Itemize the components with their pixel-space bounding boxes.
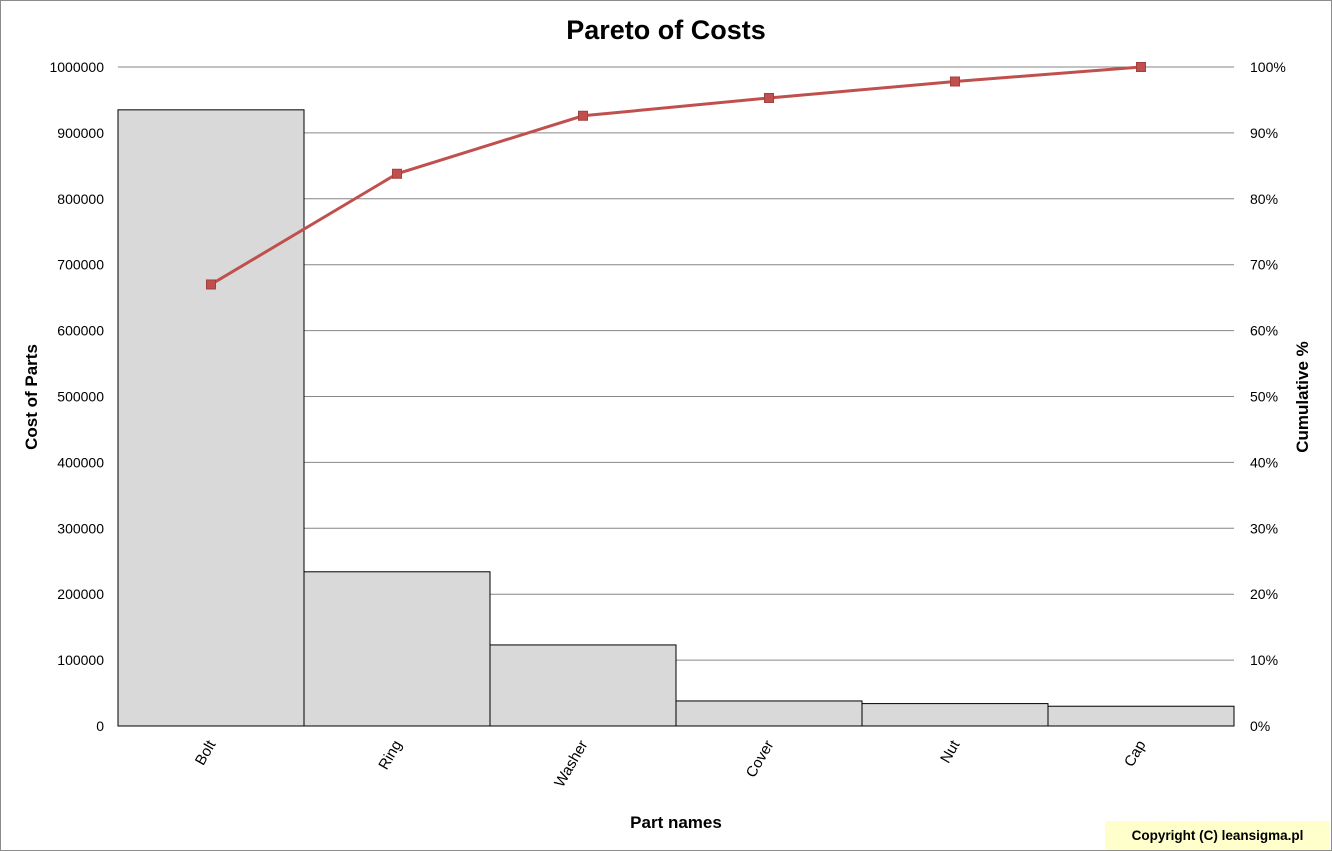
- bar-series: [117, 109, 1235, 727]
- y-tick-label: 700000: [57, 257, 104, 273]
- y-tick-label: 600000: [57, 323, 104, 339]
- bar: [303, 571, 491, 727]
- y2-tick-label: 90%: [1250, 125, 1278, 141]
- cumulative-line: [210, 65, 1142, 286]
- y-tick-label: 1000000: [49, 59, 104, 75]
- cumulative-point: [578, 110, 588, 121]
- x-axis-title: Part names: [630, 813, 722, 832]
- x-category-label: Cap: [1121, 738, 1149, 770]
- cumulative-point: [950, 76, 960, 87]
- cumulative-point: [1136, 62, 1146, 72]
- y2-tick-label: 30%: [1250, 520, 1278, 536]
- y-tick-label: 900000: [57, 125, 104, 141]
- y-axis-title: Cost of Parts: [22, 344, 41, 450]
- y2-axis-title: Cumulative %: [1293, 341, 1312, 452]
- copyright-notice: Copyright (C) leansigma.pl: [1105, 821, 1330, 850]
- chart-title: Pareto of Costs: [566, 15, 766, 45]
- cumulative-point: [206, 279, 216, 290]
- x-category-label: Ring: [375, 738, 405, 773]
- y-tick-label: 100000: [57, 652, 104, 668]
- y-tick-label: 500000: [57, 389, 104, 405]
- y2-tick-label: 100%: [1250, 59, 1286, 75]
- bar: [489, 644, 677, 727]
- bar: [117, 109, 305, 727]
- y2-tick-label: 50%: [1250, 389, 1278, 405]
- y-tick-label: 800000: [57, 191, 104, 207]
- bar: [861, 703, 1049, 727]
- x-category-label: Nut: [937, 737, 964, 766]
- y2-tick-label: 80%: [1250, 191, 1278, 207]
- bar: [1047, 705, 1235, 727]
- y2-tick-label: 40%: [1250, 454, 1278, 470]
- x-category-label: Bolt: [192, 737, 220, 769]
- cumulative-line-series: [206, 62, 1146, 290]
- y-tick-label: 0: [96, 718, 104, 734]
- y2-tick-label: 10%: [1250, 652, 1278, 668]
- y2-tick-label: 20%: [1250, 586, 1278, 602]
- y-tick-label: 400000: [57, 454, 104, 470]
- cumulative-point: [392, 168, 402, 179]
- cumulative-point: [764, 92, 774, 103]
- x-category-label: Cover: [743, 737, 778, 780]
- y2-tick-label: 70%: [1250, 257, 1278, 273]
- y-tick-label: 300000: [57, 520, 104, 536]
- bar: [675, 700, 863, 727]
- y2-tick-label: 0%: [1250, 718, 1270, 734]
- y2-tick-label: 60%: [1250, 323, 1278, 339]
- y-tick-label: 200000: [57, 586, 104, 602]
- x-category-label: Washer: [551, 737, 591, 790]
